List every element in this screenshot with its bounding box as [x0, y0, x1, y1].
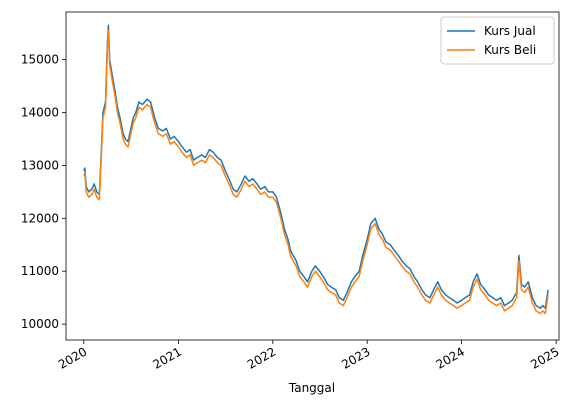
y-ticks: 10000 11000 12000 13000 14000 15000 [21, 53, 66, 331]
series-layer [83, 24, 549, 315]
legend-label-kurs-jual: Kurs Jual [484, 24, 536, 38]
x-ticks: 2020 2021 2022 2023 2024 2025 [56, 340, 562, 372]
y-tick-label: 15000 [21, 53, 59, 67]
y-tick-label: 14000 [21, 106, 59, 120]
x-tick-label: 2023 [339, 344, 372, 371]
axes-layer [65, 11, 560, 341]
y-tick-label: 10000 [21, 317, 59, 331]
x-axis-title: Tanggal [288, 381, 335, 395]
x-tick-label: 2025 [528, 344, 561, 371]
x-tick-label: 2022 [245, 344, 278, 371]
y-tick-label: 13000 [21, 158, 59, 172]
legend-box [440, 16, 555, 65]
x-tick-label: 2021 [151, 344, 184, 371]
series-line-kurs-beli [83, 29, 549, 315]
legend: Kurs Jual Kurs Beli [440, 16, 555, 65]
plot-frame [65, 11, 560, 341]
y-tick-label: 12000 [21, 211, 59, 225]
series-line-kurs-jual [83, 24, 549, 310]
y-tick-label: 11000 [21, 264, 59, 278]
x-tick-label: 2024 [434, 344, 467, 371]
legend-label-kurs-beli: Kurs Beli [484, 43, 536, 57]
x-tick-label: 2020 [56, 344, 89, 371]
